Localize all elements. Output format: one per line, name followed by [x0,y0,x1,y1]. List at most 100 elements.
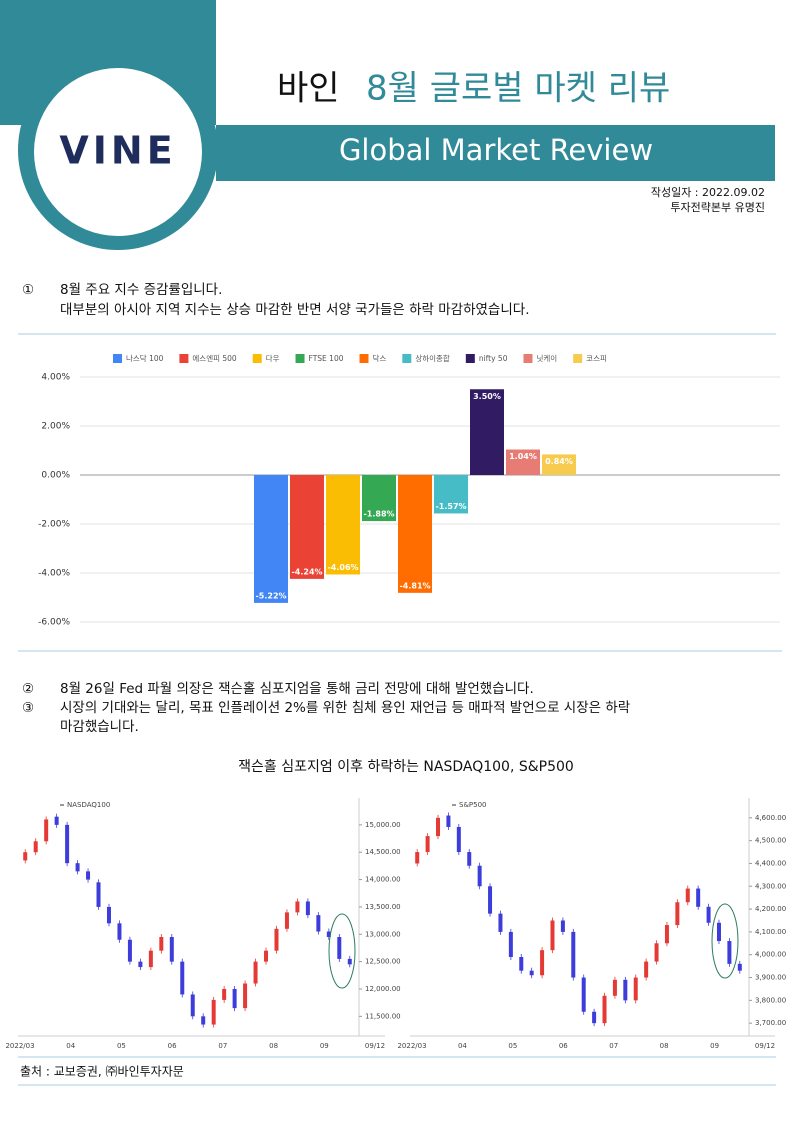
y-tick-label: 0.00% [41,471,70,481]
candle-body [138,961,143,968]
candle-body [243,983,248,1009]
legend-swatch [179,354,189,363]
author: 투자전략본부 유명진 [670,201,765,214]
date: 작성일자 : 2022.09.02 [651,185,765,199]
legend-swatch [523,354,533,363]
legend-label: NASDAQ100 [67,801,110,809]
candle-body [560,920,565,932]
source: 출처 : 교보증권, ㈜바인투자자문 [20,1065,184,1079]
candle-body [498,913,503,932]
candle-body [65,824,70,864]
candle-body [446,815,451,827]
x-tick-label: 09 [710,1042,719,1050]
candle-body [706,906,711,923]
y-tick-label: 3,900.00 [755,974,786,982]
candle-body [180,961,185,995]
candle-body [117,923,122,940]
candle-body [456,826,461,853]
legend-swatch [465,354,475,363]
legend-swatch [295,354,305,363]
candle-body [33,841,38,853]
value-label: -1.88% [363,510,394,519]
legend-swatch [359,354,369,363]
candle-body [127,939,132,962]
value-label: -4.81% [399,581,430,590]
legend-swatch [252,354,262,363]
highlight-ellipse [711,903,739,979]
candle-body [436,817,441,837]
y-tick-label: 2.00% [41,422,70,432]
candle-body [232,988,237,1009]
candle-body [675,902,680,926]
y-tick-label: 4,500.00 [755,837,786,845]
candle-body [274,928,279,951]
legend-label: 닥스 [373,353,387,363]
candle-body [488,886,493,914]
value-label: -1.57% [435,502,466,511]
y-tick-label: 4,100.00 [755,928,786,936]
text-line: 시장의 기대와는 달리, 목표 인플레이션 2%를 위한 침체 용인 재언급 등… [60,700,630,716]
y-tick-label: 4,200.00 [755,905,786,913]
candle-body [727,941,732,964]
highlight-ellipse [328,913,356,989]
bar [398,475,432,593]
candle-body [644,961,649,978]
x-tick-label: 2022/03 [397,1042,426,1050]
candle-body [23,852,28,861]
candle-body [592,1011,597,1024]
y-tick-label: 4,300.00 [755,882,786,890]
candle-body [75,863,80,872]
legend-label: FTSE 100 [309,354,344,363]
text-line: 마감했습니다. [60,719,139,735]
bar [542,454,576,475]
legend-label: 나스닥 100 [126,353,164,363]
legend-label: 상하이종합 [415,353,450,363]
y-tick-label: -6.00% [38,618,70,628]
legend-swatch [573,354,583,363]
candle-body [571,931,576,978]
x-tick-label: 05 [117,1042,126,1050]
candle-body [201,1016,206,1025]
candle-body [633,977,638,1001]
figure-title: 잭슨홀 심포지엄 이후 하락하는 NASDAQ100, S&P500 [238,759,574,775]
candle-body [467,852,472,866]
y-tick-label: 12,000.00 [365,985,401,993]
candle-body [222,988,227,1000]
value-label: 1.04% [509,452,537,461]
x-tick-label: 06 [168,1042,177,1050]
candle-body [190,994,195,1017]
subtitle: Global Market Review [339,133,653,167]
candle-body [737,963,742,971]
candle-body [508,931,513,957]
y-tick-label: -2.00% [38,520,70,530]
value-label: -4.24% [291,567,322,576]
candlestick-chart: 11,500.00 12,000.00 12,500.00 13,000.00 13,5… [5,798,401,1050]
x-tick-label: 04 [66,1042,75,1050]
candle-body [148,950,153,968]
candle-body [159,937,164,951]
candle-body [716,922,721,942]
x-tick-label: 2022/03 [5,1042,34,1050]
x-tick-label: 08 [660,1042,669,1050]
y-tick-label: 4,000.00 [755,951,786,959]
candle-body [106,906,111,924]
candle-body [685,888,690,903]
logo-circle [34,68,202,236]
candle-body [540,950,545,976]
bar-chart: -6.00% -4.00% -2.00% 0.00% 2.00% 4.00% 나스닥 100… [38,353,780,628]
legend-swatch [113,354,122,363]
logo: VINE [59,129,176,173]
subtitle-band [216,125,775,181]
legend-label: 에스엔피 500 [192,353,237,363]
title-prefix: 바인 [277,69,340,109]
value-label: 3.50% [473,392,501,401]
legend-label: S&P500 [459,801,486,809]
x-tick-label: 09/12 [365,1042,385,1050]
x-tick-label: 04 [458,1042,467,1050]
bar [362,475,396,522]
candle-body [96,882,101,907]
candle-body [295,901,300,913]
candle-body [696,888,701,907]
x-tick-label: 07 [609,1042,618,1050]
text-line: 8월 주요 지수 증감률입니다. [60,282,222,298]
